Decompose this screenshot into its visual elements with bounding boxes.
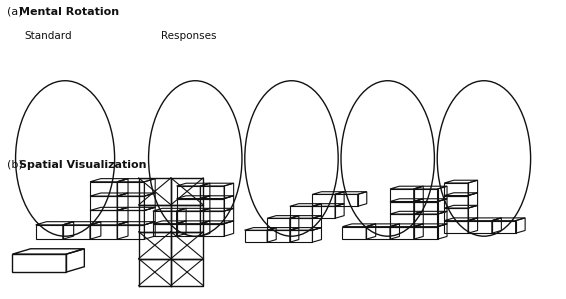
Text: (b): (b) — [7, 160, 26, 170]
Text: (a): (a) — [7, 7, 26, 16]
Text: Responses: Responses — [161, 31, 217, 41]
Text: Standard: Standard — [24, 31, 72, 41]
Text: Mental Rotation: Mental Rotation — [19, 7, 119, 16]
Text: Spatial Visualization: Spatial Visualization — [19, 160, 146, 170]
